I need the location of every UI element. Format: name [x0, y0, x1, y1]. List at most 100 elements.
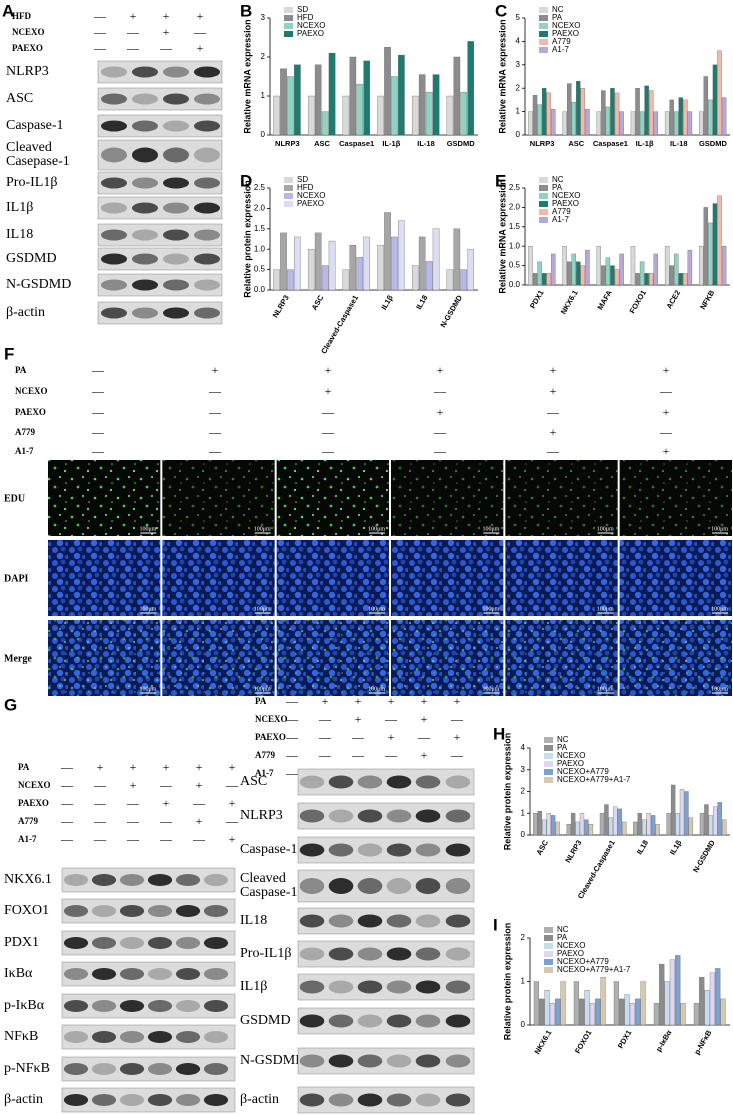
- blot-band: [415, 914, 441, 928]
- bar: [635, 998, 641, 1026]
- legend-label: NC: [557, 735, 569, 744]
- legend-swatch: [539, 217, 548, 223]
- y-tick-label: 0.0: [254, 285, 266, 294]
- blot-band: [445, 775, 471, 789]
- blot-band: [357, 775, 383, 789]
- bar: [680, 1003, 686, 1026]
- band-label: Caspase-1: [6, 118, 64, 133]
- bar: [584, 990, 590, 1026]
- blot-band: [415, 1054, 441, 1068]
- condition-sign: —: [208, 405, 222, 419]
- blot-band: [147, 968, 173, 980]
- band-label: GSDMD: [6, 251, 57, 266]
- condition-label: A1-7: [18, 834, 37, 844]
- bar: [687, 249, 693, 286]
- blot-band: [203, 937, 229, 949]
- x-tick-label: Cleaved-Caspase1: [319, 293, 360, 355]
- condition-sign: —: [384, 748, 398, 762]
- bar: [670, 784, 676, 836]
- legend-label: NCEXO: [552, 191, 580, 200]
- condition-sign: +: [229, 832, 236, 846]
- y-tick-label: 0: [521, 830, 526, 839]
- bar: [328, 240, 336, 291]
- bar: [273, 269, 280, 291]
- bar: [683, 99, 688, 136]
- bar: [342, 269, 350, 291]
- bar: [460, 269, 468, 291]
- scale-bar-label: 100μm: [368, 526, 385, 532]
- blot-band: [119, 1063, 145, 1075]
- blot-band: [328, 775, 354, 789]
- micrograph: [162, 540, 275, 616]
- condition-sign: +: [196, 760, 203, 774]
- condition-sign: +: [355, 694, 362, 708]
- blot-band: [445, 1054, 471, 1068]
- panel-letter: A: [2, 1, 14, 20]
- condition-label: HFD: [12, 11, 31, 21]
- bar: [600, 977, 606, 1026]
- bar: [655, 823, 660, 836]
- bar: [666, 813, 671, 836]
- condition-sign: —: [450, 748, 464, 762]
- bar: [688, 817, 694, 836]
- blot-band: [119, 905, 145, 917]
- scale-bar-label: 100μm: [368, 606, 385, 612]
- blot-band: [328, 843, 354, 857]
- legend-swatch: [284, 177, 293, 183]
- blot-band: [162, 93, 190, 105]
- condition-sign: —: [285, 748, 299, 762]
- blot-band: [299, 775, 325, 789]
- x-tick-label: GSDMD: [447, 139, 476, 148]
- condition-sign: —: [126, 25, 140, 39]
- bar: [377, 95, 384, 136]
- x-tick-label: ASC: [310, 293, 326, 312]
- condition-sign: —: [159, 778, 173, 792]
- blot-band: [131, 66, 159, 78]
- blot-band: [131, 120, 159, 132]
- condition-sign: —: [93, 796, 107, 810]
- bar: [687, 111, 693, 136]
- blot-band: [386, 980, 412, 994]
- blot-strip: [297, 1007, 475, 1035]
- blot-band: [119, 937, 145, 949]
- blot-band: [415, 809, 441, 823]
- micrograph: [505, 540, 618, 616]
- x-tick-label: PDX1: [528, 288, 546, 309]
- condition-sign: —: [60, 796, 74, 810]
- condition-sign: —: [60, 814, 74, 828]
- blot-band: [203, 1031, 229, 1043]
- bar: [576, 261, 581, 286]
- blot-strip: [97, 247, 223, 271]
- blot-band: [445, 843, 471, 857]
- bar: [460, 91, 468, 136]
- bar: [453, 56, 461, 136]
- bar: [653, 111, 658, 136]
- condition-sign: +: [163, 25, 170, 39]
- legend-label: NCEXO+A779+A1-7: [557, 965, 631, 974]
- blot-band: [386, 914, 412, 928]
- condition-sign: —: [126, 796, 140, 810]
- blot-band: [91, 905, 117, 917]
- bar: [604, 804, 609, 836]
- condition-sign: +: [322, 694, 329, 708]
- bar: [546, 813, 551, 836]
- condition-label: PAEXO: [255, 732, 286, 742]
- bar: [314, 232, 322, 291]
- legend-swatch: [284, 31, 293, 37]
- bar: [314, 64, 322, 136]
- condition-sign: —: [433, 444, 447, 458]
- blot-band: [193, 279, 221, 291]
- bar: [683, 273, 688, 286]
- y-tick-label: 0.5: [509, 261, 521, 270]
- condition-sign: —: [93, 25, 107, 39]
- band-label: Caspase-1: [240, 842, 298, 857]
- condition-sign: —: [285, 712, 299, 726]
- x-tick-label: NLRP3: [563, 838, 583, 864]
- condition-sign: —: [318, 730, 332, 744]
- bar: [307, 249, 315, 291]
- bar: [675, 955, 681, 1026]
- condition-label: A1-7: [15, 446, 34, 456]
- panel-letter: I: [493, 915, 498, 934]
- blot-band: [119, 1094, 145, 1106]
- bar: [596, 111, 601, 136]
